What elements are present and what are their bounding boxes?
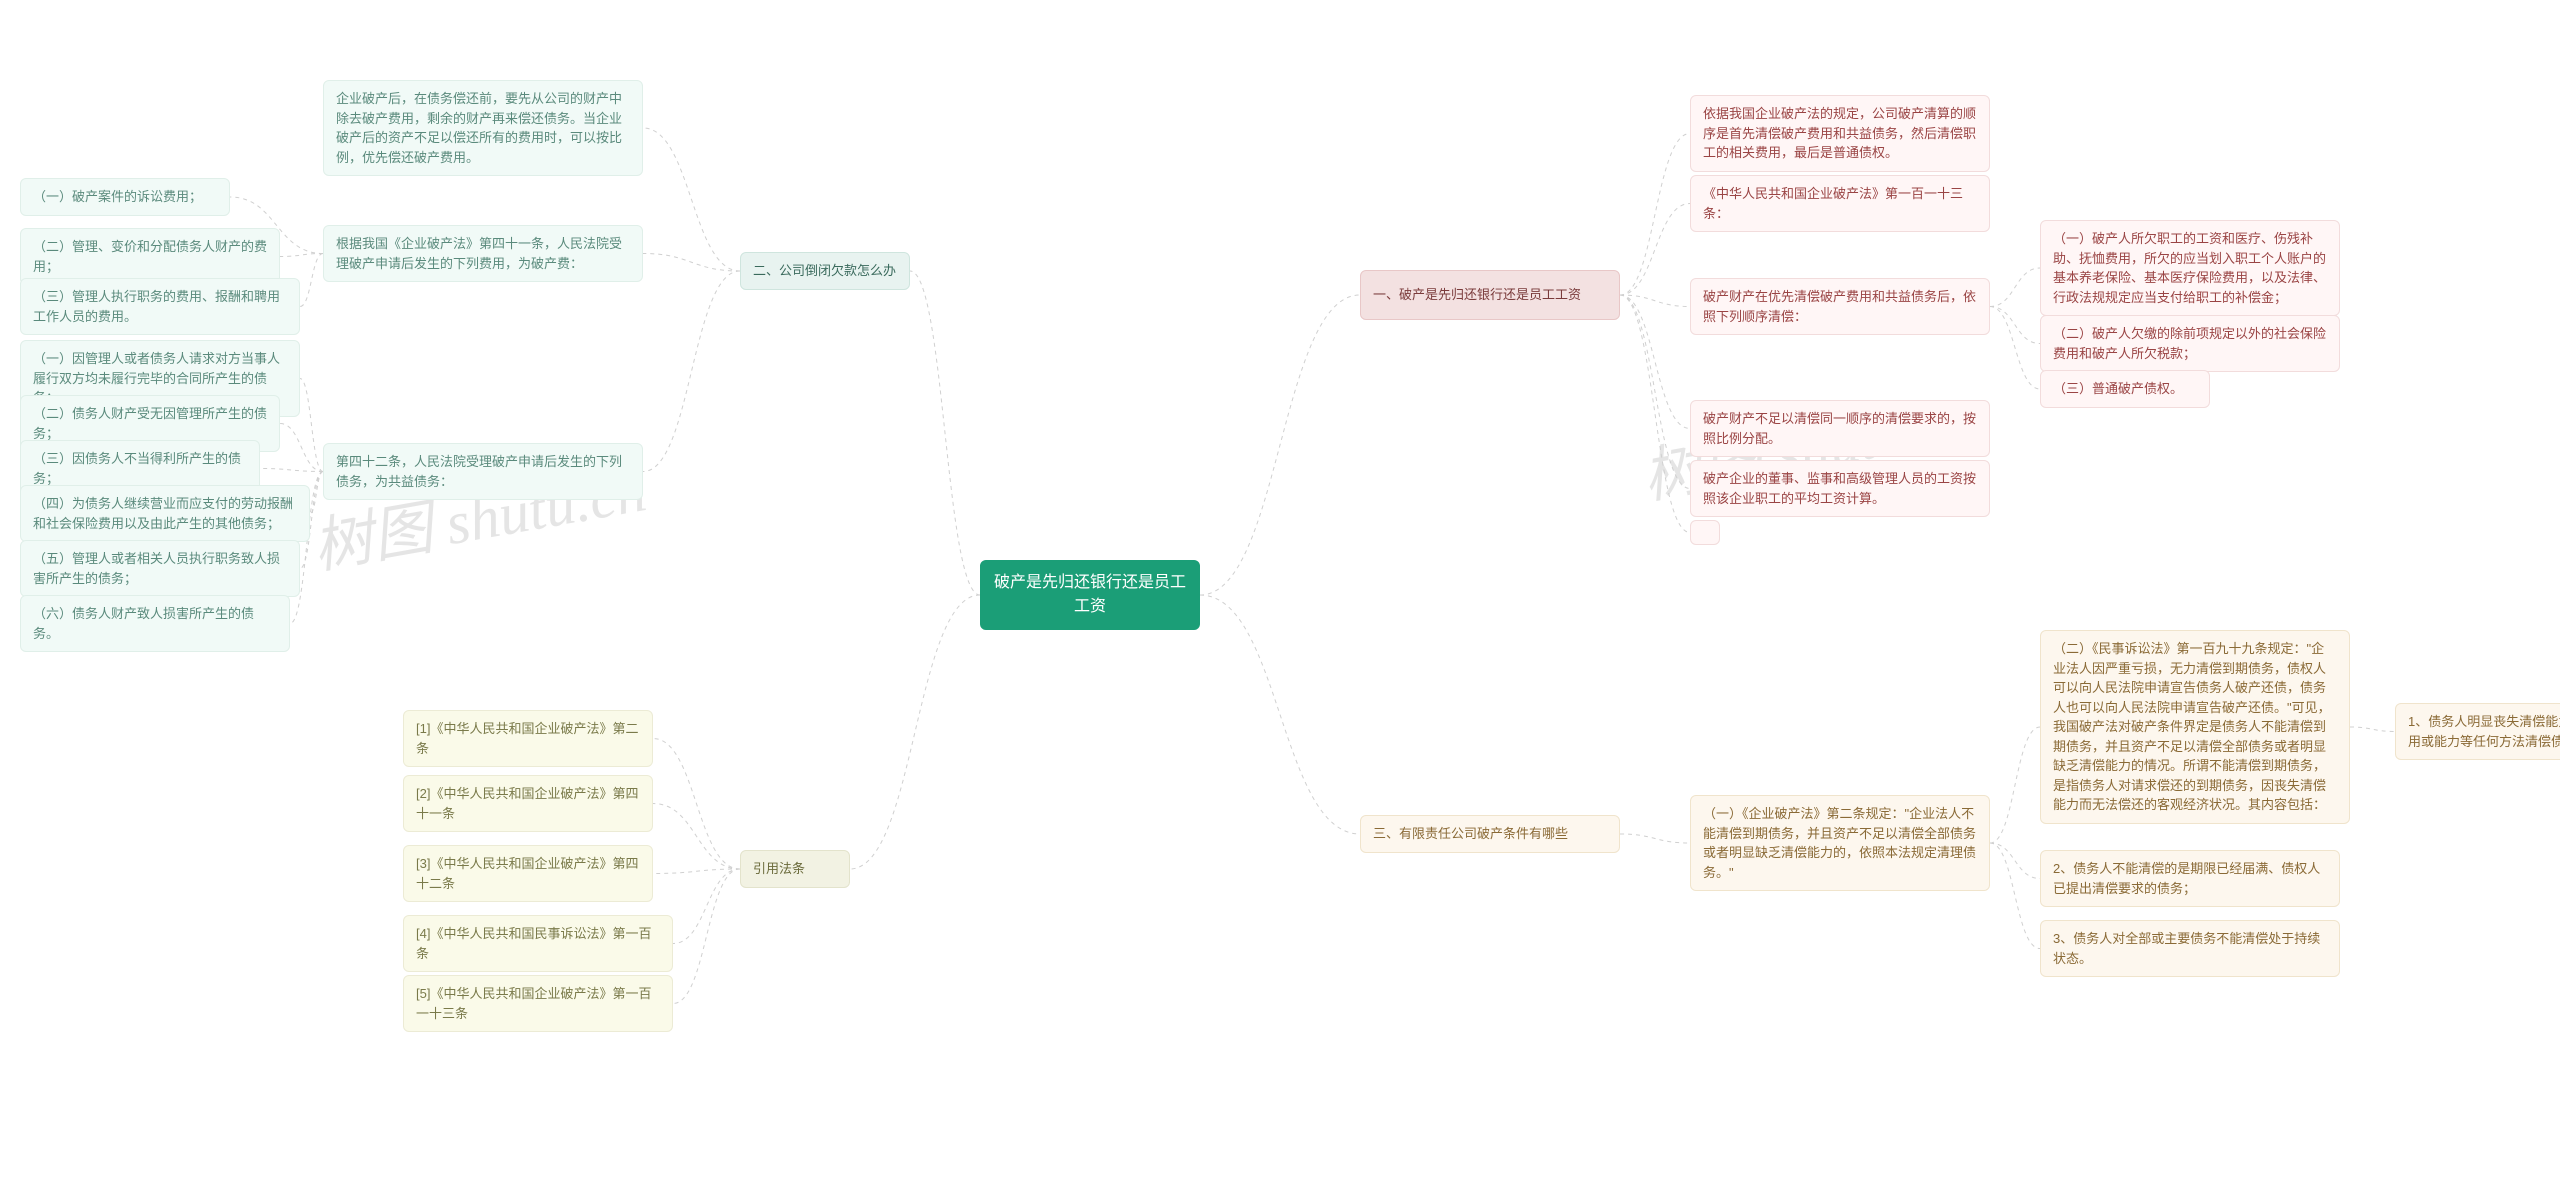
- link-l2_3-l2_3c: [260, 469, 323, 472]
- node-r1_4: 破产财产不足以清偿同一顺序的清偿要求的，按照比例分配。: [1690, 400, 1990, 457]
- node-l2_3e: （五）管理人或者相关人员执行职务致人损害所产生的债务；: [20, 540, 300, 597]
- link-l2_2-l2_2c: [300, 254, 323, 307]
- node-r1_3: 破产财产在优先清偿破产费用和共益债务后，依照下列顺序清偿：: [1690, 278, 1990, 335]
- link-l2-l2_3: [643, 271, 740, 472]
- link-root-l4: [850, 595, 980, 869]
- link-r1_3-r1_3b: [1990, 307, 2040, 344]
- link-l2_2-l2_2b: [280, 254, 323, 257]
- node-r1_5: 破产企业的董事、监事和高级管理人员的工资按照该企业职工的平均工资计算。: [1690, 460, 1990, 517]
- link-root-r1: [1200, 295, 1360, 595]
- link-r1-r1_5: [1620, 295, 1690, 489]
- link-r1-r1_3: [1620, 295, 1690, 307]
- node-r1_6: [1690, 520, 1720, 545]
- link-r1-r1_6: [1620, 295, 1690, 533]
- node-l2_2a: （一）破产案件的诉讼费用；: [20, 178, 230, 216]
- link-r1-r1_1: [1620, 134, 1690, 296]
- node-l2_1: 企业破产后，在债务偿还前，要先从公司的财产中除去破产费用，剩余的财产再来偿还债务…: [323, 80, 643, 176]
- link-r3-r3_1: [1620, 834, 1690, 843]
- node-l4_1: [1]《中华人民共和国企业破产法》第二条: [403, 710, 653, 767]
- node-r3_2b: 2、债务人不能清偿的是期限已经届满、债权人已提出清偿要求的债务；: [2040, 850, 2340, 907]
- link-l4-l4_3: [653, 869, 740, 874]
- node-l2_2: 根据我国《企业破产法》第四十一条，人民法院受理破产申请后发生的下列费用，为破产费…: [323, 225, 643, 282]
- node-l4_3: [3]《中华人民共和国企业破产法》第四十二条: [403, 845, 653, 902]
- node-l4_5: [5]《中华人民共和国企业破产法》第一百一十三条: [403, 975, 673, 1032]
- link-r3_1-r3_2c: [1990, 843, 2040, 949]
- node-r1: 一、破产是先归还银行还是员工工资: [1360, 270, 1620, 320]
- link-l2_3-l2_3d: [310, 472, 323, 514]
- link-l4-l4_1: [653, 739, 740, 870]
- node-root: 破产是先归还银行还是员工工资: [980, 560, 1200, 630]
- node-r3_1: （一）《企业破产法》第二条规定："企业法人不能清偿到期债务，并且资产不足以清偿全…: [1690, 795, 1990, 891]
- node-r1_3a: （一）破产人所欠职工的工资和医疗、伤残补助、抚恤费用，所欠的应当划入职工个人账户…: [2040, 220, 2340, 316]
- node-r1_3b: （二）破产人欠缴的除前项规定以外的社会保险费用和破产人所欠税款；: [2040, 315, 2340, 372]
- link-l4-l4_4: [673, 869, 740, 944]
- link-r1_3-r1_3c: [1990, 307, 2040, 390]
- node-l2_3: 第四十二条，人民法院受理破产申请后发生的下列债务，为共益债务：: [323, 443, 643, 500]
- node-r3_2c: 3、债务人对全部或主要债务不能清偿处于持续状态。: [2040, 920, 2340, 977]
- link-r3_1-r3_2: [1990, 727, 2040, 843]
- link-l2_3-l2_3a: [300, 379, 323, 472]
- link-l2-l2_2: [643, 254, 740, 272]
- node-l2_2c: （三）管理人执行职务的费用、报酬和聘用工作人员的费用。: [20, 278, 300, 335]
- node-r1_3c: （三）普通破产债权。: [2040, 370, 2210, 408]
- node-l4_4: [4]《中华人民共和国民事诉讼法》第一百条: [403, 915, 673, 972]
- link-canvas: [0, 0, 2560, 1191]
- link-root-l2: [910, 271, 980, 595]
- link-l4-l4_5: [673, 869, 740, 1004]
- link-r1-r1_4: [1620, 295, 1690, 429]
- node-r1_2: 《中华人民共和国企业破产法》第一百一十三条：: [1690, 175, 1990, 232]
- link-root-r3: [1200, 595, 1360, 834]
- node-r3_2a: 1、债务人明显丧失清偿能力，不能以财产、信用或能力等任何方法清偿债务；: [2395, 703, 2560, 760]
- link-r1-r1_2: [1620, 204, 1690, 296]
- node-l4: 引用法条: [740, 850, 850, 888]
- link-l4-l4_2: [653, 804, 740, 870]
- link-r3_2-r3_2a: [2350, 727, 2395, 732]
- link-r3_1-r3_2b: [1990, 843, 2040, 879]
- node-r1_1: 依据我国企业破产法的规定，公司破产清算的顺序是首先清偿破产费用和共益债务，然后清…: [1690, 95, 1990, 172]
- node-l2_3f: （六）债务人财产致人损害所产生的债务。: [20, 595, 290, 652]
- link-l2-l2_1: [643, 128, 740, 271]
- link-l2_3-l2_3b: [280, 424, 323, 472]
- node-r3_2: （二）《民事诉讼法》第一百九十九条规定："企业法人因严重亏损，无力清偿到期债务，…: [2040, 630, 2350, 824]
- link-r1_3-r1_3a: [1990, 268, 2040, 307]
- node-l2_2b: （二）管理、变价和分配债务人财产的费用；: [20, 228, 280, 285]
- node-l4_2: [2]《中华人民共和国企业破产法》第四十一条: [403, 775, 653, 832]
- node-r3: 三、有限责任公司破产条件有哪些: [1360, 815, 1620, 853]
- node-l2: 二、公司倒闭欠款怎么办: [740, 252, 910, 290]
- node-l2_3d: （四）为债务人继续营业而应支付的劳动报酬和社会保险费用以及由此产生的其他债务；: [20, 485, 310, 542]
